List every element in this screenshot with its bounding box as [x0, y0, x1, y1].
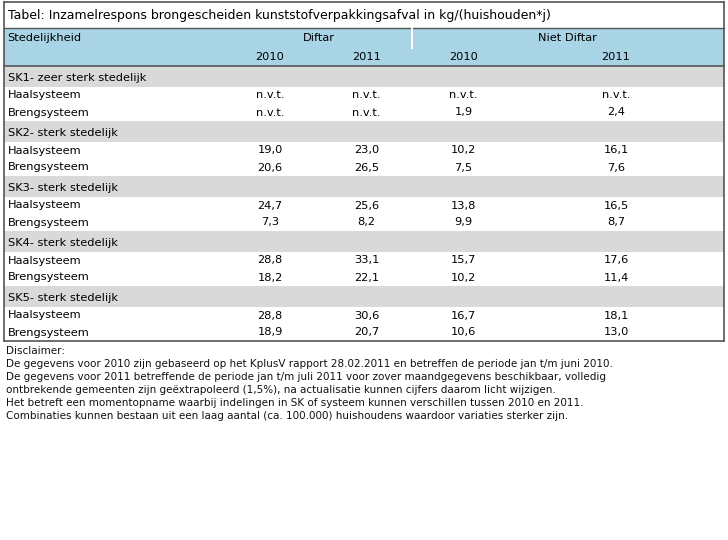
Text: 18,1: 18,1 — [604, 310, 629, 321]
Text: 2010: 2010 — [449, 52, 478, 62]
Text: Disclaimer:: Disclaimer: — [6, 346, 65, 356]
Text: 2,4: 2,4 — [607, 107, 625, 118]
Text: n.v.t.: n.v.t. — [449, 91, 478, 100]
Text: 16,5: 16,5 — [604, 200, 628, 211]
Text: 22,1: 22,1 — [354, 273, 379, 282]
Text: 11,4: 11,4 — [604, 273, 628, 282]
Text: Haalsysteem: Haalsysteem — [8, 200, 82, 211]
Text: Brengsysteem: Brengsysteem — [8, 273, 90, 282]
Bar — [4, 66, 724, 69]
Text: 10,2: 10,2 — [451, 273, 476, 282]
Text: Het betreft een momentopname waarbij indelingen in SK of systeem kunnen verschil: Het betreft een momentopname waarbij ind… — [6, 398, 584, 408]
Bar — [4, 121, 724, 124]
Text: 28,8: 28,8 — [258, 255, 282, 266]
Text: 25,6: 25,6 — [354, 200, 379, 211]
Text: Diftar: Diftar — [303, 33, 334, 43]
Bar — [4, 104, 724, 121]
Text: 26,5: 26,5 — [354, 163, 379, 172]
Text: 23,0: 23,0 — [354, 145, 379, 156]
Text: n.v.t.: n.v.t. — [256, 91, 284, 100]
Text: n.v.t.: n.v.t. — [602, 91, 630, 100]
Text: 7,5: 7,5 — [454, 163, 472, 172]
Bar — [4, 159, 724, 176]
Text: 13,8: 13,8 — [451, 200, 476, 211]
Text: Haalsysteem: Haalsysteem — [8, 255, 82, 266]
Text: SK4- sterk stedelijk: SK4- sterk stedelijk — [8, 238, 118, 248]
Text: 16,1: 16,1 — [604, 145, 628, 156]
Text: n.v.t.: n.v.t. — [352, 91, 381, 100]
Text: Tabel: Inzamelrespons brongescheiden kunststofverpakkingsafval in kg/(huishouden: Tabel: Inzamelrespons brongescheiden kun… — [8, 9, 551, 22]
Text: 18,9: 18,9 — [257, 327, 282, 338]
Text: Combinaties kunnen bestaan uit een laag aantal (ca. 100.000) huishoudens waardoo: Combinaties kunnen bestaan uit een laag … — [6, 411, 568, 421]
Bar — [4, 269, 724, 286]
Bar — [4, 234, 724, 252]
Text: Brengsysteem: Brengsysteem — [8, 218, 90, 227]
Text: Niet Diftar: Niet Diftar — [538, 33, 597, 43]
Text: ontbrekende gemeenten zijn geëxtrapoleerd (1,5%), na actualisatie kunnen cijfers: ontbrekende gemeenten zijn geëxtrapoleer… — [6, 385, 555, 395]
Bar — [4, 176, 724, 179]
Bar — [4, 142, 724, 159]
Bar — [4, 324, 724, 341]
Text: 7,3: 7,3 — [261, 218, 279, 227]
Text: 2011: 2011 — [352, 52, 381, 62]
Text: Brengsysteem: Brengsysteem — [8, 163, 90, 172]
Text: SK2- sterk stedelijk: SK2- sterk stedelijk — [8, 128, 118, 138]
Bar — [4, 289, 724, 307]
Text: 33,1: 33,1 — [354, 255, 379, 266]
Text: n.v.t.: n.v.t. — [352, 107, 381, 118]
Bar — [4, 124, 724, 142]
Text: 2011: 2011 — [601, 52, 630, 62]
Text: Brengsysteem: Brengsysteem — [8, 327, 90, 338]
Text: 28,8: 28,8 — [258, 310, 282, 321]
Text: Stedelijkheid: Stedelijkheid — [7, 33, 81, 43]
Text: 9,9: 9,9 — [454, 218, 472, 227]
Bar — [4, 2, 724, 28]
Bar — [4, 179, 724, 197]
Text: 7,6: 7,6 — [607, 163, 625, 172]
Text: Haalsysteem: Haalsysteem — [8, 310, 82, 321]
Text: SK5- sterk stedelijk: SK5- sterk stedelijk — [8, 293, 118, 303]
Bar — [4, 307, 724, 324]
Text: De gegevens voor 2011 betreffende de periode jan t/m juli 2011 voor zover maandg: De gegevens voor 2011 betreffende de per… — [6, 372, 606, 382]
Text: 10,2: 10,2 — [451, 145, 476, 156]
Bar — [4, 197, 724, 214]
Bar — [4, 252, 724, 269]
Text: Brengsysteem: Brengsysteem — [8, 107, 90, 118]
Text: 20,6: 20,6 — [258, 163, 282, 172]
Text: 24,7: 24,7 — [258, 200, 282, 211]
Text: 8,2: 8,2 — [357, 218, 376, 227]
Bar — [4, 286, 724, 289]
Text: 19,0: 19,0 — [257, 145, 282, 156]
Bar — [4, 231, 724, 234]
Bar — [4, 48, 724, 66]
Text: 20,7: 20,7 — [354, 327, 379, 338]
Text: 18,2: 18,2 — [258, 273, 282, 282]
Text: 15,7: 15,7 — [451, 255, 476, 266]
Bar — [4, 69, 724, 87]
Bar — [4, 214, 724, 231]
Text: Haalsysteem: Haalsysteem — [8, 91, 82, 100]
Text: 1,9: 1,9 — [454, 107, 472, 118]
Text: 8,7: 8,7 — [607, 218, 625, 227]
Text: SK1- zeer sterk stedelijk: SK1- zeer sterk stedelijk — [8, 73, 146, 83]
Text: 17,6: 17,6 — [604, 255, 628, 266]
Text: De gegevens voor 2010 zijn gebaseerd op het KplusV rapport 28.02.2011 en betreff: De gegevens voor 2010 zijn gebaseerd op … — [6, 359, 613, 369]
Text: n.v.t.: n.v.t. — [256, 107, 284, 118]
Text: 13,0: 13,0 — [604, 327, 629, 338]
Text: SK3- sterk stedelijk: SK3- sterk stedelijk — [8, 183, 118, 193]
Text: 30,6: 30,6 — [354, 310, 379, 321]
Bar — [4, 28, 724, 48]
Text: 2010: 2010 — [256, 52, 285, 62]
Text: 10,6: 10,6 — [451, 327, 476, 338]
Bar — [4, 87, 724, 104]
Text: 16,7: 16,7 — [451, 310, 476, 321]
Text: Haalsysteem: Haalsysteem — [8, 145, 82, 156]
